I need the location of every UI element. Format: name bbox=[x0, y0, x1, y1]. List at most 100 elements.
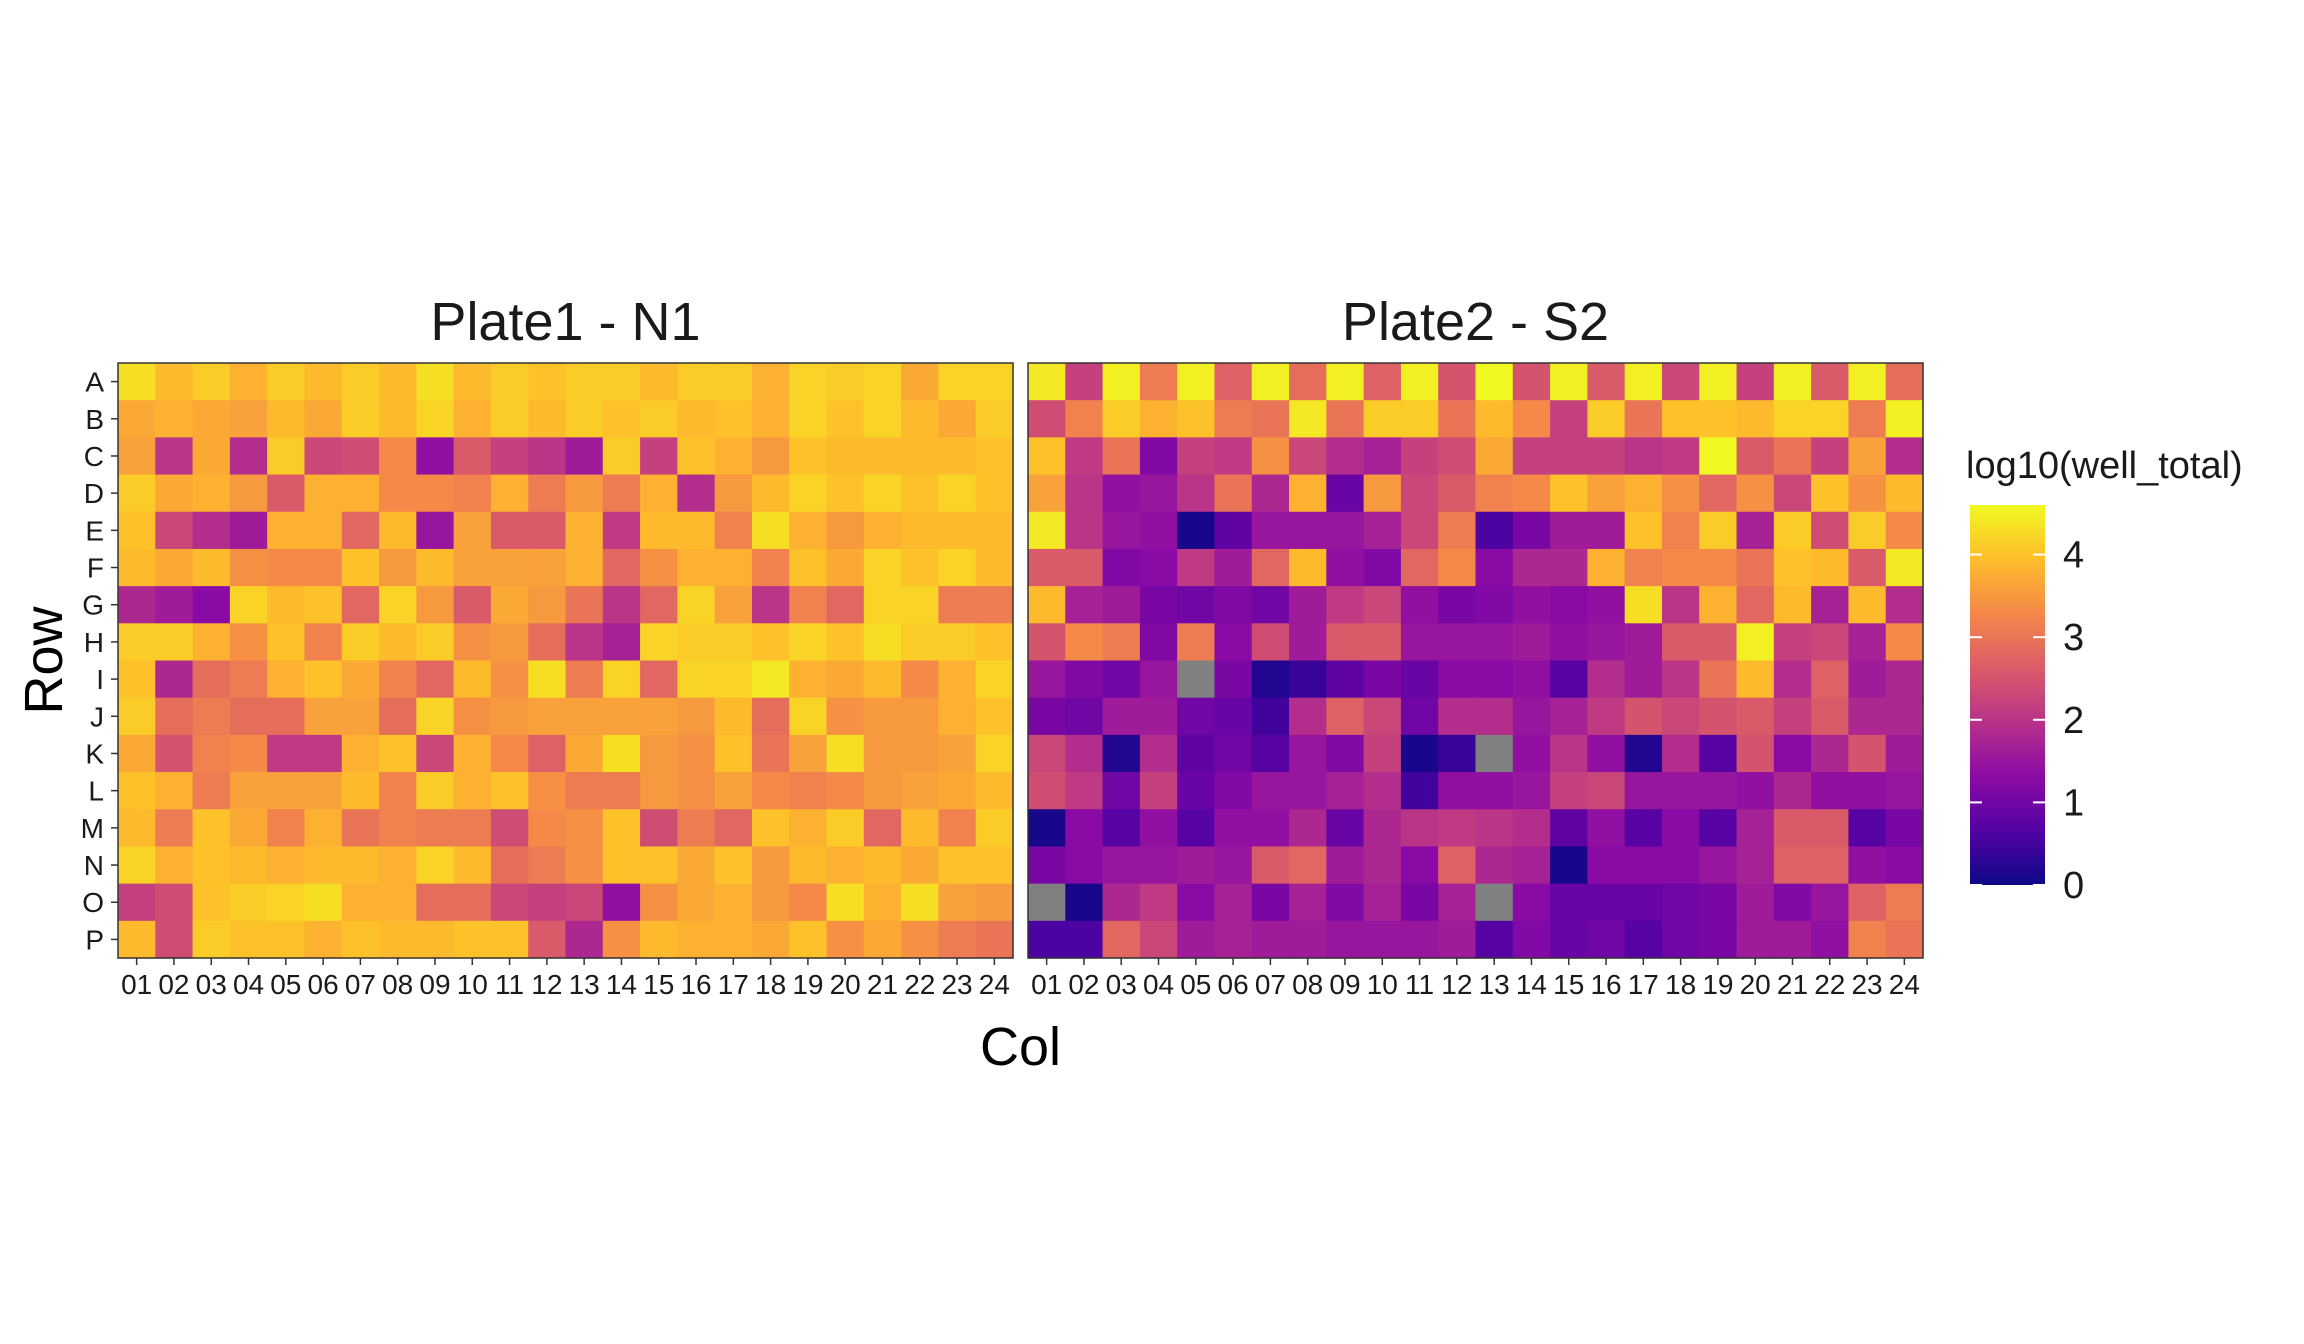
heatmap-cell-M09 bbox=[1326, 809, 1365, 848]
heatmap-cell-H17 bbox=[714, 623, 753, 662]
heatmap-cell-L08 bbox=[379, 772, 417, 810]
heatmap-cell-K17 bbox=[1624, 734, 1663, 773]
y-tick-label: E bbox=[85, 515, 104, 546]
heatmap-cell-E13 bbox=[1475, 511, 1514, 550]
heatmap-cell-I07 bbox=[1251, 660, 1290, 699]
heatmap-cell-B09 bbox=[1326, 400, 1365, 438]
heatmap-cell-F14 bbox=[1512, 548, 1551, 587]
heatmap-cell-L16 bbox=[677, 772, 716, 810]
heatmap-cell-M14 bbox=[602, 809, 641, 848]
heatmap-cell-J20 bbox=[1736, 697, 1775, 736]
heatmap-cell-G19 bbox=[789, 586, 828, 624]
y-tick-label: I bbox=[96, 664, 104, 695]
heatmap-cell-E15 bbox=[640, 511, 678, 550]
heatmap-cell-P17 bbox=[1624, 920, 1663, 959]
heatmap-cell-C02 bbox=[155, 437, 194, 476]
heatmap-cell-F20 bbox=[826, 548, 865, 587]
heatmap-cell-A02 bbox=[1065, 363, 1104, 401]
heatmap-cell-E11 bbox=[1400, 511, 1439, 550]
heatmap-cell-I13 bbox=[565, 660, 604, 699]
heatmap-cell-I23 bbox=[938, 660, 977, 699]
heatmap-cell-O09 bbox=[416, 883, 455, 922]
heatmap-cell-H18 bbox=[751, 623, 790, 662]
heatmap-cell-H08 bbox=[1289, 623, 1327, 662]
heatmap-cell-O20 bbox=[1736, 883, 1775, 922]
heatmap-cell-D19 bbox=[1699, 474, 1738, 513]
x-tick-label: 02 bbox=[158, 969, 189, 1000]
heatmap-cell-O08 bbox=[1289, 883, 1327, 922]
heatmap-cell-I04 bbox=[1139, 660, 1178, 699]
y-tick-label: P bbox=[85, 924, 104, 955]
heatmap-cell-D16 bbox=[1587, 474, 1626, 513]
heatmap-cell-P02 bbox=[155, 920, 194, 959]
heatmap-cell-K08 bbox=[1289, 734, 1327, 773]
heatmap-cell-N21 bbox=[863, 846, 902, 885]
x-tick-label: 17 bbox=[718, 969, 749, 1000]
heatmap-cell-L21 bbox=[1773, 772, 1812, 810]
heatmap-cell-M22 bbox=[1811, 809, 1850, 848]
heatmap-cell-H15 bbox=[1550, 623, 1588, 662]
heatmap-cell-D13 bbox=[565, 474, 604, 513]
heatmap-cell-A18 bbox=[1661, 363, 1700, 401]
heatmap-cell-K20 bbox=[826, 734, 865, 773]
heatmap-cell-L20 bbox=[826, 772, 865, 810]
heatmap-cell-C07 bbox=[341, 437, 380, 476]
heatmap-cell-P13 bbox=[565, 920, 604, 959]
heatmap-cell-A16 bbox=[1587, 363, 1626, 401]
panel-title: Plate2 - S2 bbox=[1342, 292, 1609, 352]
heatmap-cell-G21 bbox=[863, 586, 902, 624]
heatmap-cell-G22 bbox=[1811, 586, 1850, 624]
heatmap-cell-I13 bbox=[1475, 660, 1514, 699]
heatmap-cell-K06 bbox=[1214, 734, 1253, 773]
heatmap-cell-P07 bbox=[341, 920, 380, 959]
heatmap-cell-L23 bbox=[938, 772, 977, 810]
heatmap-cell-G20 bbox=[826, 586, 865, 624]
heatmap-cell-O19 bbox=[1699, 883, 1738, 922]
heatmap-cell-P12 bbox=[1438, 920, 1477, 959]
heatmap-cell-O10 bbox=[453, 883, 492, 922]
heatmap-cell-K20 bbox=[1736, 734, 1775, 773]
heatmap-cell-P02 bbox=[1065, 920, 1104, 959]
heatmap-cell-G08 bbox=[379, 586, 417, 624]
heatmap-cell-J03 bbox=[1102, 697, 1141, 736]
heatmap-cell-G15 bbox=[640, 586, 678, 624]
x-tick-label: 14 bbox=[1516, 969, 1547, 1000]
heatmap-cell-D17 bbox=[714, 474, 753, 513]
heatmap-cell-A07 bbox=[1251, 363, 1290, 401]
heatmap-cell-F24 bbox=[1885, 548, 1924, 587]
heatmap-cell-I11 bbox=[490, 660, 529, 699]
heatmap-cell-A10 bbox=[453, 363, 492, 401]
heatmap-cell-A03 bbox=[1102, 363, 1141, 401]
x-tick-label: 01 bbox=[121, 969, 152, 1000]
heatmap-cell-H15 bbox=[640, 623, 678, 662]
heatmap-cell-A17 bbox=[714, 363, 753, 401]
heatmap-cell-G17 bbox=[714, 586, 753, 624]
heatmap-cell-N12 bbox=[1438, 846, 1477, 885]
heatmap-cell-L04 bbox=[229, 772, 268, 810]
heatmap-cell-O02 bbox=[155, 883, 194, 922]
heatmap-cell-J07 bbox=[341, 697, 380, 736]
heatmap-cell-L24 bbox=[975, 772, 1014, 810]
heatmap-cell-G22 bbox=[901, 586, 940, 624]
heatmap-cell-A12 bbox=[528, 363, 567, 401]
heatmap-cell-F24 bbox=[975, 548, 1014, 587]
heatmap-cell-J15 bbox=[1550, 697, 1588, 736]
heatmap-cell-P16 bbox=[1587, 920, 1626, 959]
heatmap-cell-E17 bbox=[1624, 511, 1663, 550]
heatmap-cell-H16 bbox=[1587, 623, 1626, 662]
heatmap-cell-F11 bbox=[1400, 548, 1439, 587]
heatmap-cell-F13 bbox=[565, 548, 604, 587]
x-tick-label: 19 bbox=[792, 969, 823, 1000]
heatmap-cell-D08 bbox=[379, 474, 417, 513]
heatmap-cell-D23 bbox=[938, 474, 977, 513]
heatmap-cell-G10 bbox=[453, 586, 492, 624]
heatmap-cell-B21 bbox=[1773, 400, 1812, 438]
heatmap-cell-N08 bbox=[1289, 846, 1327, 885]
heatmap-cell-A21 bbox=[863, 363, 902, 401]
heatmap-cell-L14 bbox=[602, 772, 641, 810]
heatmap-cell-B12 bbox=[528, 400, 567, 438]
heatmap-cell-P14 bbox=[602, 920, 641, 959]
heatmap-cell-J16 bbox=[1587, 697, 1626, 736]
heatmap-cell-N02 bbox=[1065, 846, 1104, 885]
heatmap-cell-P07 bbox=[1251, 920, 1290, 959]
